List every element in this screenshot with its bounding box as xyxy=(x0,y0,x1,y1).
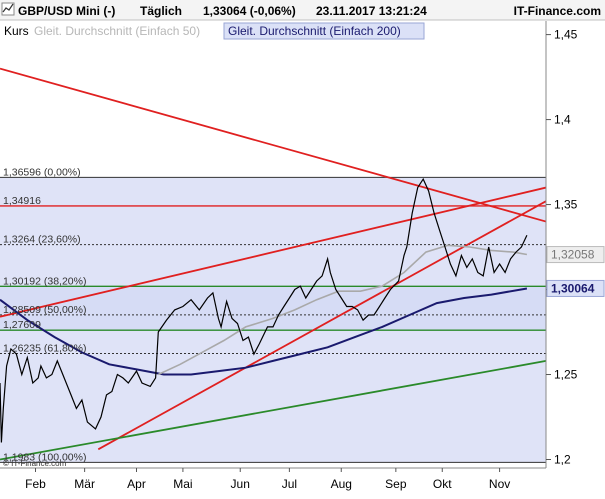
legend-kurs: Kurs xyxy=(4,24,29,38)
fib-level-label: 1,26235 (61,80%) xyxy=(3,343,86,355)
header-interval: Täglich xyxy=(140,4,182,18)
fib-level-label: 1,1983 (100,00%) xyxy=(3,451,86,463)
fib-level-label: 1,36596 (0,00%) xyxy=(3,166,81,178)
legend-sma50: Gleit. Durchschnitt (Einfach 50) xyxy=(34,24,200,38)
sma50-line xyxy=(157,244,528,376)
x-axis-tick-label: Mär xyxy=(74,477,95,491)
price-badge xyxy=(546,279,605,297)
price-badge-label: 1,30064 xyxy=(551,281,595,295)
x-axis-tick-label: Feb xyxy=(25,477,46,491)
horizontal-line-label: 1,27609 xyxy=(3,319,41,331)
x-axis-tick-label: Jun xyxy=(231,477,250,491)
x-axis-tick-label: Mai xyxy=(173,477,192,491)
price-badge xyxy=(546,246,605,264)
header-brand: IT-Finance.com xyxy=(514,4,601,18)
x-axis-tick-label: Jul xyxy=(282,477,297,491)
copyright: © IT-Finance.com xyxy=(3,459,67,468)
fib-level-label: 1,28509 (50,00%) xyxy=(3,304,86,316)
header-timestamp: 23.11.2017 13:21:24 xyxy=(316,4,427,18)
fib-level-label: 1,3264 (23,60%) xyxy=(3,234,81,246)
x-axis-tick-label: Sep xyxy=(385,477,407,491)
x-axis-tick-label: Aug xyxy=(331,477,352,491)
horizontal-line-label: 1,34916 xyxy=(3,195,41,207)
y-axis-tick-label: 1,35 xyxy=(554,198,578,212)
y-axis-tick-label: 1,25 xyxy=(554,368,578,382)
fib-level-label: 1,30192 (38,20%) xyxy=(3,275,86,287)
trendline xyxy=(0,360,547,461)
trendline xyxy=(97,200,547,451)
legend-sma200: Gleit. Durchschnitt (Einfach 200) xyxy=(228,24,401,38)
header-symbol: GBP/USD Mini (-) xyxy=(18,4,115,18)
y-axis-tick-label: 1,2 xyxy=(554,453,571,467)
price-badge-label: 1,32058 xyxy=(551,248,595,262)
header-last-price: 1,33064 (-0,06%) xyxy=(203,4,296,18)
x-axis-tick-label: Okt xyxy=(433,477,452,491)
sma200-line xyxy=(0,287,528,376)
chart-icon xyxy=(1,2,15,16)
x-axis-tick-label: Nov xyxy=(489,477,510,491)
trendline xyxy=(0,186,547,318)
price-line xyxy=(0,177,528,443)
x-axis-tick-label: Apr xyxy=(127,477,146,491)
trendline xyxy=(0,67,547,223)
support-band xyxy=(0,286,546,331)
y-axis-tick-label: 1,45 xyxy=(554,28,578,42)
y-axis-tick-label: 1,4 xyxy=(554,113,571,127)
